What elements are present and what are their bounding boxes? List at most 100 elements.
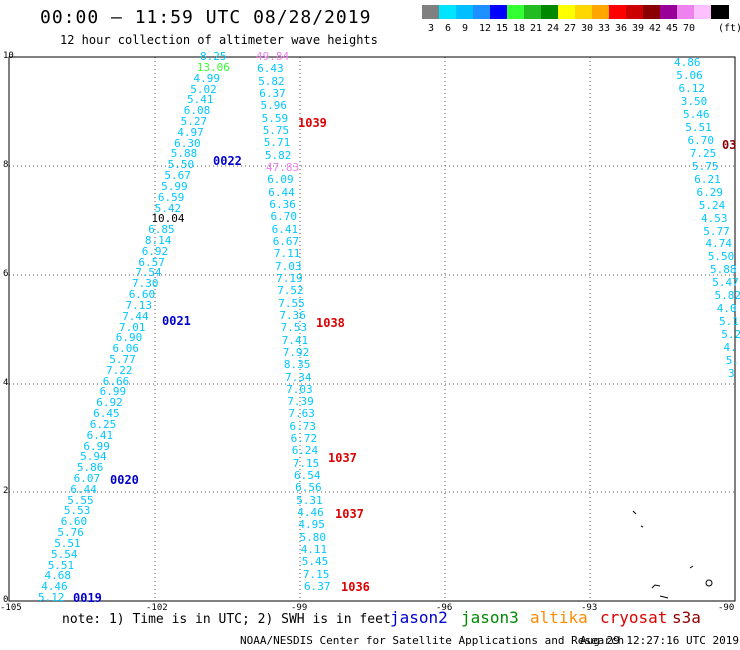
wave-height-value: 7.15 — [302, 567, 330, 581]
wave-height-value: 13.06 — [196, 60, 230, 74]
wave-height-value: 5.1 — [719, 315, 739, 329]
wave-height-value: 7.11 — [273, 247, 301, 261]
wave-height-value: 6.30 — [174, 136, 201, 150]
wave-height-value: 6.99 — [83, 439, 110, 453]
satellite-name-jason2: jason2 — [390, 608, 448, 627]
wave-height-value: 4.99 — [193, 71, 221, 85]
wave-height-value: 5.77 — [703, 224, 730, 238]
wave-height-value: 5.77 — [109, 353, 136, 366]
wave-height-value: 7.55 — [278, 296, 305, 310]
wave-height-value: 7.39 — [287, 395, 314, 409]
y-tick-label: 10 — [3, 51, 14, 61]
wave-height-value: 5.27 — [180, 114, 208, 128]
wave-height-value: 6.41 — [86, 428, 114, 442]
wave-height-value: 5.55 — [67, 493, 94, 507]
legend-label: 45 — [666, 23, 679, 34]
wave-height-value: 7.19 — [276, 271, 303, 285]
wave-height-value: 4.74 — [705, 237, 733, 251]
wave-height-value: 8.14 — [144, 233, 172, 247]
wave-height-value: 4. — [723, 341, 737, 355]
wave-height-value: 5.46 — [683, 107, 710, 121]
legend-swatch — [711, 5, 729, 19]
wave-height-value: 5.54 — [51, 547, 78, 561]
wave-height-value: 5. — [725, 354, 740, 367]
wave-height-value: 7.92 — [282, 345, 310, 359]
satellite-name-s3a: s3a — [672, 608, 701, 627]
wave-height-value: 6.92 — [141, 244, 169, 258]
wave-height-value: 5.24 — [698, 198, 726, 212]
legend-label: 15 — [496, 23, 509, 34]
legend-swatch — [609, 5, 627, 19]
legend-unit: (ft) — [718, 23, 740, 34]
legend-swatch — [660, 5, 678, 19]
satellite-name-jason3: jason3 — [461, 608, 519, 627]
legend-label: 12 — [479, 23, 492, 34]
legend-swatch — [524, 5, 542, 19]
pass-number-label: 0021 — [162, 314, 191, 328]
wave-height-value: 6.29 — [696, 185, 724, 199]
page-title: 00:00 – 11:59 UTC 08/28/2019 — [40, 7, 372, 28]
wave-height-value: 7.03 — [286, 382, 313, 396]
wave-height-value: 7.36 — [279, 308, 306, 322]
y-tick-label: 6 — [3, 269, 9, 279]
wave-height-value: 8.25 — [200, 50, 227, 63]
legend-label: 70 — [683, 23, 696, 34]
legend-swatch — [507, 5, 525, 19]
wave-height-value: 6.25 — [89, 417, 117, 431]
wave-height-value: 6.56 — [295, 481, 322, 495]
legend-swatch — [592, 5, 610, 19]
wave-height-value: 6.67 — [272, 234, 300, 248]
wave-height-value: 5.82 — [258, 74, 285, 88]
wave-height-value: 3 — [728, 367, 735, 380]
y-tick-label: 2 — [3, 486, 9, 496]
wave-height-value: 7.52 — [277, 284, 304, 298]
legend-swatch — [643, 5, 661, 19]
wave-height-value: 7.13 — [125, 298, 153, 312]
x-tick-label: -90 — [718, 603, 735, 613]
legend-swatch — [626, 5, 644, 19]
pass-number-label: 1037 — [328, 451, 357, 465]
wave-height-value: 5.12 — [38, 591, 65, 604]
wave-height-value: 7.01 — [119, 320, 146, 334]
wave-height-value: 4.68 — [44, 569, 72, 583]
wave-height-value: 7.15 — [292, 456, 320, 470]
pass-number-label: 0022 — [213, 154, 242, 168]
wave-height-value: 5.53 — [63, 504, 91, 518]
wave-height-value: 5.51 — [685, 120, 712, 134]
wave-height-value: 4.86 — [674, 56, 701, 69]
pass-number-label: 0019 — [73, 591, 102, 605]
wave-height-value: 5.51 — [47, 558, 75, 572]
footnote: note: 1) Time is in UTC; 2) SWH is in fe… — [62, 612, 391, 627]
wave-height-value: 6.59 — [157, 190, 185, 204]
wave-height-value: 6.66 — [102, 374, 130, 388]
wave-height-value: 6.12 — [678, 81, 706, 95]
y-tick-label: 4 — [3, 378, 9, 388]
legend-label: 6 — [445, 23, 452, 34]
wave-height-value: 5.88 — [170, 147, 198, 161]
legend-label: 18 — [513, 23, 526, 34]
wave-height-value: 5.82 — [264, 148, 292, 162]
wave-height-value: 10.04 — [151, 212, 185, 226]
wave-height-value: 3.50 — [680, 94, 708, 108]
pass-number-label: 03 — [722, 138, 737, 152]
wave-height-value: 5.06 — [676, 69, 703, 82]
wave-height-value: 6.90 — [115, 331, 143, 345]
wave-height-value: 8.35 — [283, 358, 311, 372]
legend-swatch — [490, 5, 508, 19]
wave-height-value: 5.75 — [692, 159, 719, 173]
legend-label: 24 — [547, 23, 560, 34]
wave-height-value: 6.70 — [270, 210, 298, 224]
wave-height-value: 6.99 — [99, 385, 127, 399]
wave-height-value: 4.53 — [701, 211, 728, 225]
plot-border — [8, 56, 736, 602]
wave-height-value: 6.72 — [290, 432, 318, 446]
wave-height-value: 49.84 — [256, 50, 290, 63]
wave-height-value: 5.42 — [154, 201, 182, 215]
wave-height-value: 7.44 — [122, 309, 149, 323]
wave-height-value: 4.11 — [300, 543, 328, 556]
wave-height-value: 7.03 — [275, 259, 302, 273]
legend-swatch — [473, 5, 491, 19]
pass-number-label: 1037 — [335, 507, 364, 521]
